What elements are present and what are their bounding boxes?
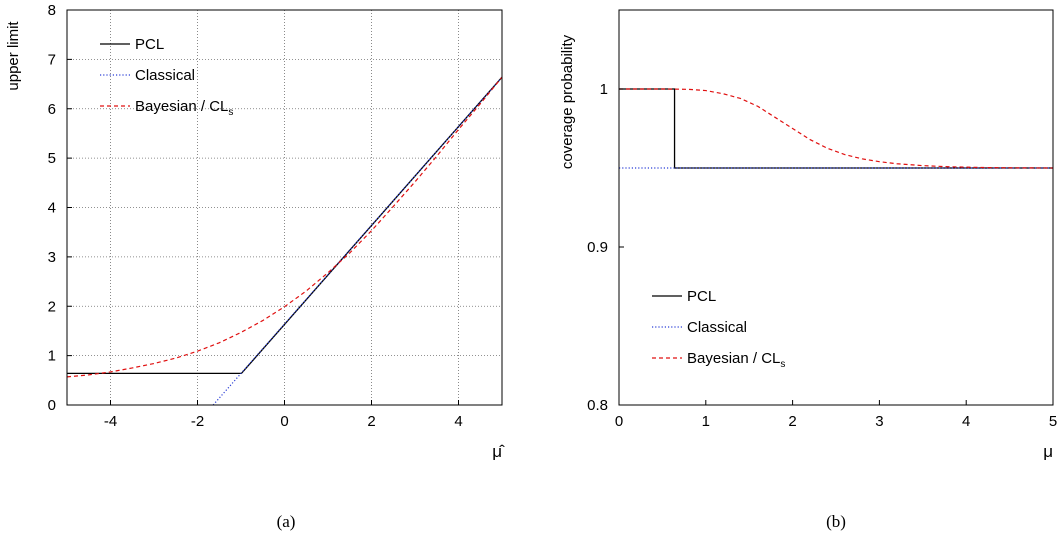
panel-b-x-tick-label: 3 [875, 413, 883, 430]
panel-b-x-axis-label: μ [1043, 442, 1053, 461]
panel-a-x-tick-label: 4 [454, 413, 462, 430]
panel-a-caption: (a) [277, 512, 296, 531]
panel-a-y-tick-label: 5 [48, 150, 56, 167]
panel-b-legend-label-bayesian: Bayesian / CLs [687, 350, 785, 370]
panel-a-legend: PCL Classical Bayesian / CLs [100, 36, 233, 118]
panel-b-series-bayesian [619, 88, 1054, 169]
panel-b: 0 1 2 3 4 5 0.8 0.9 1 coverage probability μ PCL… [559, 9, 1057, 531]
panel-a-y-tick-label: 8 [48, 2, 56, 19]
panel-b-y-tick-label: 0.9 [587, 239, 608, 256]
panel-b-series-pcl [619, 88, 1053, 169]
panel-b-y-tick-label: 1 [600, 81, 608, 98]
panel-b-ticks: 0 1 2 3 4 5 0.8 0.9 1 [587, 81, 1057, 430]
panel-b-legend-label-pcl: PCL [687, 288, 716, 305]
panel-a-y-tick-label: 3 [48, 249, 56, 266]
panel-b-legend: PCL Classical Bayesian / CLs [652, 288, 785, 370]
panel-a-grid [67, 9, 502, 406]
panel-a-x-tick-label: 0 [280, 413, 288, 430]
panel-b-y-axis-label: coverage probability [559, 34, 576, 169]
panel-a-series-bayesian [66, 76, 503, 378]
panel-b-series [619, 88, 1054, 169]
panel-a-x-tick-label: -4 [104, 413, 117, 430]
panel-a-y-tick-label: 4 [48, 200, 56, 217]
panel-a-legend-label-bayesian: Bayesian / CLs [135, 98, 233, 118]
panel-a-y-tick-label: 7 [48, 51, 56, 68]
panel-a-legend-label-pcl: PCL [135, 36, 164, 53]
panel-a-y-tick-label: 1 [48, 348, 56, 365]
panel-a-y-tick-label: 2 [48, 298, 56, 315]
panel-b-plot-frame [618, 9, 1054, 406]
panel-a-series [66, 76, 503, 406]
panel-b-x-tick-label: 4 [962, 413, 970, 430]
panel-a-x-tick-label: 2 [367, 413, 375, 430]
panel-a-x-axis-label: μ̂ [492, 442, 505, 461]
panel-a-y-tick-label: 0 [48, 397, 56, 414]
panel-a-x-tick-label: -2 [191, 413, 204, 430]
panel-b-x-tick-label: 5 [1049, 413, 1057, 430]
panel-b-caption: (b) [826, 512, 846, 531]
panel-b-x-tick-label: 0 [615, 413, 623, 430]
panel-a-y-axis-label: upper limit [5, 21, 22, 91]
panel-a-y-tick-label: 6 [48, 101, 56, 118]
panel-b-y-tick-label: 0.8 [587, 397, 608, 414]
panel-b-legend-label-classical: Classical [687, 319, 747, 336]
panel-a-legend-label-classical: Classical [135, 67, 195, 84]
panel-a-series-classical [212, 76, 503, 406]
panel-a: -4 -2 0 2 4 0 1 2 3 4 5 6 7 8 upper limit μ̂ PCL Class… [5, 2, 505, 531]
panel-b-x-tick-label: 1 [702, 413, 710, 430]
panel-b-x-tick-label: 2 [788, 413, 796, 430]
panel-a-ticks: -4 -2 0 2 4 0 1 2 3 4 5 6 7 8 [48, 2, 463, 430]
